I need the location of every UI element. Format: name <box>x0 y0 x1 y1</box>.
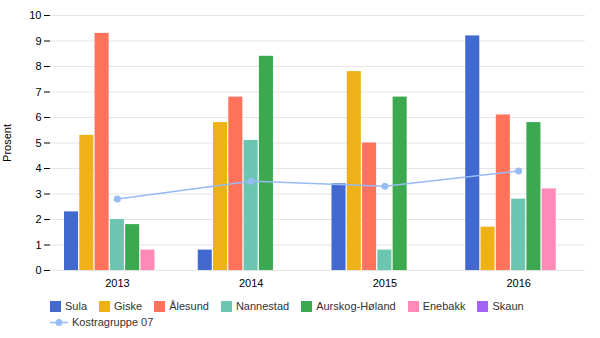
html-text:Ålesund: Ålesund <box>169 300 209 312</box>
svg-text:3: 3 <box>35 188 41 200</box>
html-text:Nannestad: Nannestad <box>235 300 290 312</box>
svg-text:Prosent: Prosent <box>1 124 13 162</box>
html-text:Sula: Sula <box>65 300 87 312</box>
svg-text:6: 6 <box>35 111 41 123</box>
html-text:Enebakk: Enebakk <box>422 300 466 312</box>
svg-text:2013: 2013 <box>105 277 129 289</box>
html-text:Aurskog-Høland: Aurskog-Høland <box>316 300 396 312</box>
svg-text:5: 5 <box>35 137 41 149</box>
svg-text:0: 0 <box>35 264 41 276</box>
svg-text:2016: 2016 <box>506 277 530 289</box>
html-text:Kostragruppe 07: Kostragruppe 07 <box>72 316 154 328</box>
svg-text:7: 7 <box>35 86 41 98</box>
html-text:Giske: Giske <box>114 300 143 312</box>
svg-text:2015: 2015 <box>373 277 397 289</box>
svg-text:9: 9 <box>35 35 41 47</box>
html-text:Skaun: Skaun <box>492 300 524 312</box>
svg-text:8: 8 <box>35 60 41 72</box>
svg-text:2014: 2014 <box>239 277 263 289</box>
svg-text:4: 4 <box>35 162 41 174</box>
svg-text:2: 2 <box>35 213 41 225</box>
svg-text:10: 10 <box>29 9 41 21</box>
svg-text:1: 1 <box>35 239 41 251</box>
